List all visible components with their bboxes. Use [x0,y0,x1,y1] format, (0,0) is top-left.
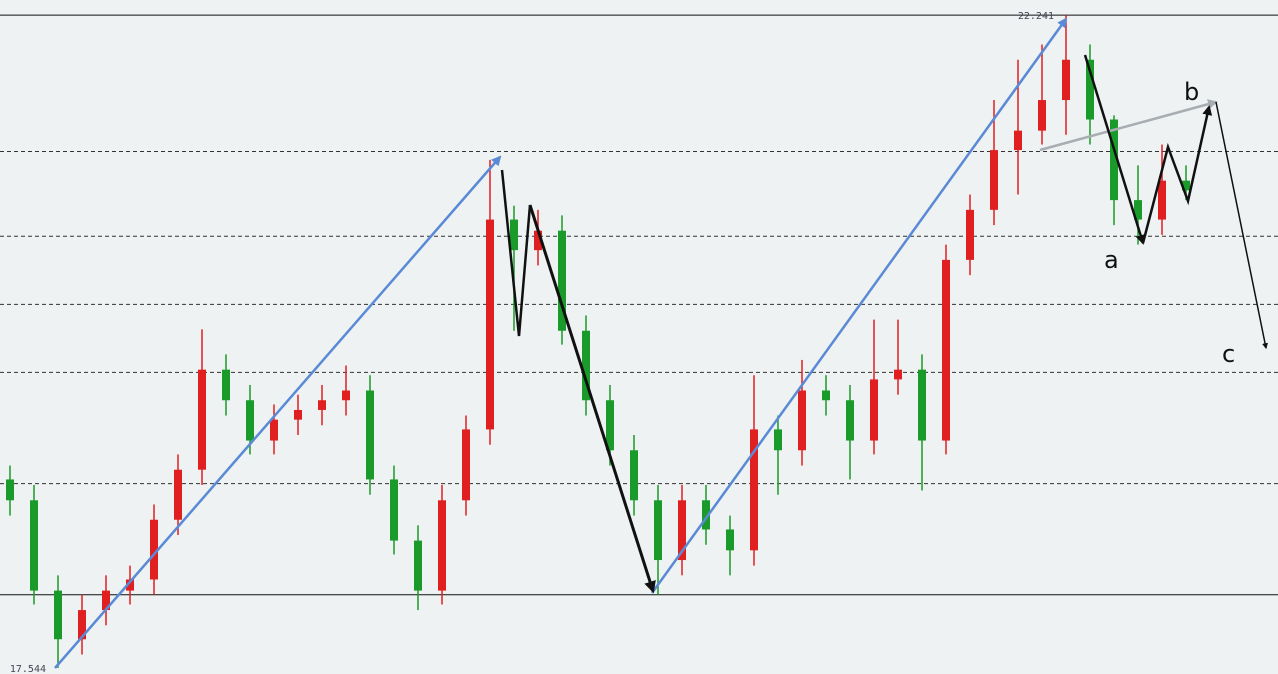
candle-body [270,419,278,441]
candle-body [126,579,134,591]
candle-body [390,479,398,541]
candle-body [750,429,758,551]
candle-body [870,379,878,441]
candle-body [678,500,686,561]
candle-body [342,390,350,401]
min-label: 17.544 [10,664,46,674]
candle-body [990,150,998,210]
candle-body [798,390,806,451]
candle-body [510,219,518,251]
candle-body [78,610,86,640]
wave-label: b [1184,78,1199,106]
candle-body [1014,130,1022,151]
candle-body [1062,59,1070,101]
candle-body [294,409,302,420]
candle-body [246,400,254,441]
wave-arrow [650,17,1068,594]
wave-arrow [1083,54,1146,245]
candle-body [966,209,974,260]
candle-body [582,330,590,401]
candle-body [606,400,614,451]
candles [6,15,1190,668]
candle-body [918,369,926,441]
candle-body [702,500,710,530]
levels [0,14,1278,596]
candle-body [54,590,62,640]
candle-body [774,429,782,451]
candle-body [942,259,950,441]
wave-arrow [528,204,656,594]
candle-body [726,529,734,551]
candle-body [462,429,470,501]
candle-body [198,369,206,470]
candle-body [846,400,854,441]
candle-body [1182,180,1190,191]
candle-body [1038,100,1046,131]
candle-body [558,230,566,331]
candle-body [534,230,542,251]
candle-body [150,519,158,580]
candle-body [366,390,374,480]
wave-arrow [54,155,502,669]
candle-body [102,590,110,611]
wave-label: a [1104,246,1119,274]
candle-body [6,479,14,501]
candle-body [174,469,182,520]
wave-arrow [1141,105,1213,244]
candle-body [1158,180,1166,220]
candle-body [630,450,638,501]
candle-body [894,369,902,380]
candle-body [30,500,38,591]
max-label: 22.241 [1018,11,1054,22]
wave-label: c [1222,340,1235,368]
candle-body [1110,119,1118,201]
candle-body [486,219,494,430]
candle-body [318,400,326,410]
candle-body [438,500,446,591]
wave-arrow [1215,101,1268,350]
candle-body [1086,59,1094,120]
wave-arrow [500,169,532,337]
candle-body [654,500,662,561]
wave-arrow [1039,99,1218,152]
candle-body [414,540,422,591]
candle-body [1134,200,1142,220]
wave-arrows [54,17,1268,669]
candle-body [222,369,230,401]
candle-body [822,390,830,401]
